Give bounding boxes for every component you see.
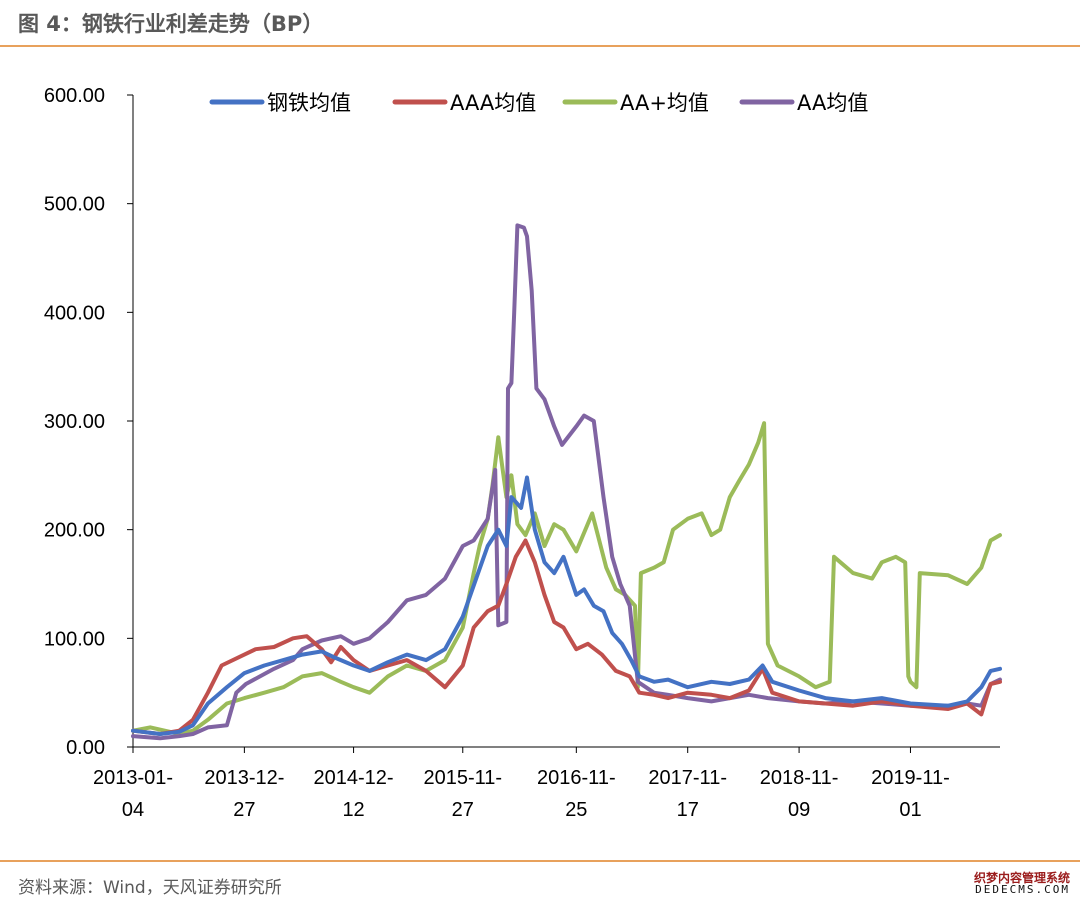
x-tick-label-line2: 04 [122, 799, 144, 821]
watermark-line1: 织梦内容管理系统 [973, 871, 1070, 885]
x-tick-label-line2: 27 [233, 799, 255, 821]
x-tick-label-line2: 25 [565, 799, 587, 821]
x-tick-label-line1: 2013-12- [204, 767, 284, 789]
chart-legend: 钢铁均值 AAA均值 AA+均值 AA均值 [209, 91, 868, 115]
x-tick-label-line2: 01 [899, 799, 921, 821]
y-tick-label: 200.00 [44, 520, 105, 542]
series-line-0 [131, 475, 1002, 736]
x-tick-label-line1: 2016-11- [537, 767, 616, 789]
x-tick-label-line1: 2014-12- [314, 767, 394, 789]
legend-label-3: AA均值 [797, 91, 868, 115]
watermark: 织梦内容管理系统 DEDECMS.COM [974, 872, 1070, 895]
footer-divider [0, 860, 1080, 862]
series-line-2 [131, 421, 1002, 736]
y-tick-label: 600.00 [44, 85, 105, 107]
x-tick-label-line1: 2017-11- [648, 767, 727, 789]
watermark-line2: DEDECMS.COM [975, 883, 1070, 896]
x-tick-label-line1: 2019-11- [871, 767, 950, 789]
chart-axes: 0.00 100.00 200.00 300.00 400.00 500.00 600.00… [44, 85, 1000, 821]
x-tick-label-line2: 09 [788, 799, 810, 821]
x-tick-label-line2: 12 [342, 799, 364, 821]
y-tick-label: 0.00 [66, 737, 105, 759]
x-tick-label-line1: 2013-01- [93, 767, 173, 789]
source-note: 资料来源：Wind，天风证券研究所 [18, 878, 282, 898]
y-tick-label: 300.00 [44, 411, 105, 433]
y-tick-label: 100.00 [44, 628, 105, 650]
x-tick-label-line2: 27 [452, 799, 474, 821]
legend-label-0: 钢铁均值 [267, 91, 351, 115]
series-line-1 [131, 538, 1002, 736]
x-tick-label-line2: 17 [677, 799, 699, 821]
x-tick-label-line1: 2018-11- [760, 767, 839, 789]
legend-label-1: AAA均值 [450, 91, 536, 115]
chart-series [131, 223, 1002, 741]
figure-title: 图 4：钢铁行业利差走势（BP） [18, 12, 324, 36]
title-divider [0, 45, 1080, 47]
series-line-3 [131, 223, 1002, 741]
legend-label-2: AA+均值 [620, 91, 709, 115]
x-tick-label-line1: 2015-11- [423, 767, 502, 789]
y-tick-label: 400.00 [44, 302, 105, 324]
y-tick-label: 500.00 [44, 194, 105, 216]
